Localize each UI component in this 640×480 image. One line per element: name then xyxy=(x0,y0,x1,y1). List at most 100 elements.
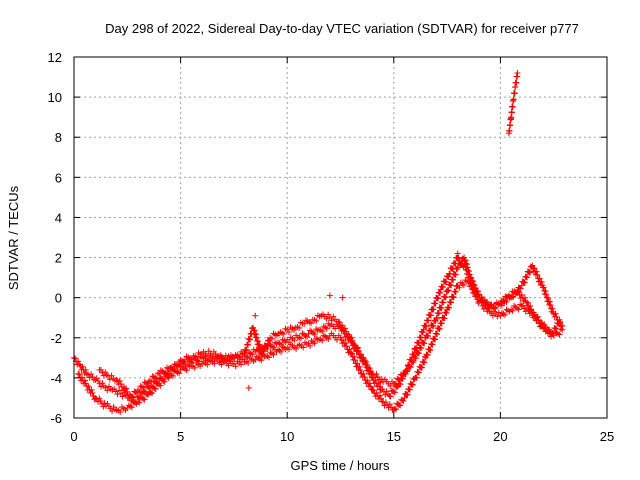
track-c-point xyxy=(179,357,186,364)
track-c-point xyxy=(348,334,355,341)
y-tick-label: -2 xyxy=(50,331,62,346)
track-b-point xyxy=(381,402,388,409)
track-a-point xyxy=(93,375,100,382)
track-a-point xyxy=(543,291,550,298)
track-c-point xyxy=(406,362,413,369)
track-b-point xyxy=(307,342,314,349)
track-c-point xyxy=(260,348,267,355)
track-a-point xyxy=(96,380,103,387)
outliers-point xyxy=(245,384,252,391)
track-c-point xyxy=(243,347,250,354)
track-b-point xyxy=(556,331,563,338)
x-tick-label: 0 xyxy=(70,429,77,444)
track-b-point xyxy=(409,381,416,388)
track-b-point xyxy=(421,359,428,366)
track-c-point xyxy=(542,324,549,331)
x-tick-label: 20 xyxy=(493,429,507,444)
track-a-point xyxy=(517,285,524,292)
track-c-point xyxy=(541,321,548,328)
track-a-point xyxy=(249,351,256,358)
track-a-point xyxy=(95,378,102,384)
track-b-point xyxy=(300,344,307,351)
track-b-point xyxy=(443,310,450,317)
track-c-point xyxy=(339,322,346,329)
track-c-point xyxy=(209,353,216,360)
track-b-point xyxy=(385,404,392,411)
track-c-point xyxy=(264,343,271,350)
track-c-point xyxy=(163,371,170,378)
track-d-point xyxy=(514,70,521,77)
track-b-point xyxy=(128,404,135,411)
track-c-point xyxy=(367,371,374,378)
track-b-point xyxy=(100,403,107,410)
track-a-point xyxy=(524,274,531,281)
track-c-point xyxy=(390,388,397,395)
track-c-point xyxy=(170,366,177,373)
track-c-point xyxy=(404,368,411,375)
track-b-point xyxy=(360,370,367,377)
track-a-point xyxy=(319,328,326,335)
track-a-point xyxy=(540,284,547,291)
track-b-point xyxy=(434,331,441,338)
track-c-point xyxy=(176,362,183,369)
track-b-point xyxy=(489,312,496,319)
track-a-point xyxy=(552,310,559,317)
track-c-point xyxy=(325,311,332,318)
track-c-point xyxy=(469,278,476,285)
track-a-point xyxy=(317,327,324,334)
track-a-point xyxy=(542,288,549,295)
track-c-point xyxy=(492,305,499,312)
track-c-point xyxy=(487,301,494,308)
track-b-point xyxy=(450,294,457,301)
track-b-point xyxy=(378,395,385,402)
track-c-point xyxy=(268,335,275,342)
track-c-point xyxy=(530,309,537,316)
track-c-point xyxy=(99,369,106,376)
track-c-point xyxy=(296,324,303,331)
track-b-point xyxy=(97,398,104,405)
track-b-point xyxy=(342,340,349,347)
track-c-point xyxy=(328,317,335,324)
track-a-point xyxy=(72,355,79,362)
track-b-point xyxy=(317,336,324,343)
track-a-point xyxy=(138,383,145,390)
track-a-point xyxy=(99,380,106,387)
track-b-point xyxy=(79,374,86,381)
track-b-point xyxy=(382,399,389,406)
track-b-point xyxy=(441,315,448,322)
track-c-point xyxy=(103,371,110,378)
track-b-point xyxy=(141,396,148,403)
track-b-point xyxy=(238,361,245,368)
outliers-point xyxy=(326,292,333,299)
track-b-point xyxy=(316,336,323,343)
track-c-point xyxy=(376,383,383,390)
track-c-point xyxy=(515,289,522,296)
track-b-point xyxy=(370,387,377,394)
track-c-point xyxy=(154,380,161,387)
track-b-point xyxy=(343,343,350,350)
y-axis-label: SDTVAR / TECUs xyxy=(6,185,21,290)
track-b-point xyxy=(278,348,285,355)
track-c-point xyxy=(393,384,400,391)
track-c-point xyxy=(402,371,409,378)
track-d-point xyxy=(508,109,515,116)
track-c-point xyxy=(372,377,379,384)
track-a-point xyxy=(545,295,552,302)
track-b-point xyxy=(340,336,347,343)
chart-title: Day 298 of 2022, Sidereal Day-to-day VTE… xyxy=(105,21,579,36)
track-c-point xyxy=(357,351,364,358)
track-b-point xyxy=(276,347,283,354)
track-b-point xyxy=(384,401,391,408)
track-c-point xyxy=(527,302,534,309)
track-a-point xyxy=(323,325,330,332)
track-b-point xyxy=(401,394,408,401)
track-b-point xyxy=(169,372,176,379)
track-b-point xyxy=(351,353,358,360)
track-c-point xyxy=(521,294,528,301)
track-c-point xyxy=(380,388,387,395)
track-c-point xyxy=(435,295,442,302)
track-c-point xyxy=(379,386,386,393)
track-b-point xyxy=(358,370,365,377)
track-b-point xyxy=(96,395,103,402)
